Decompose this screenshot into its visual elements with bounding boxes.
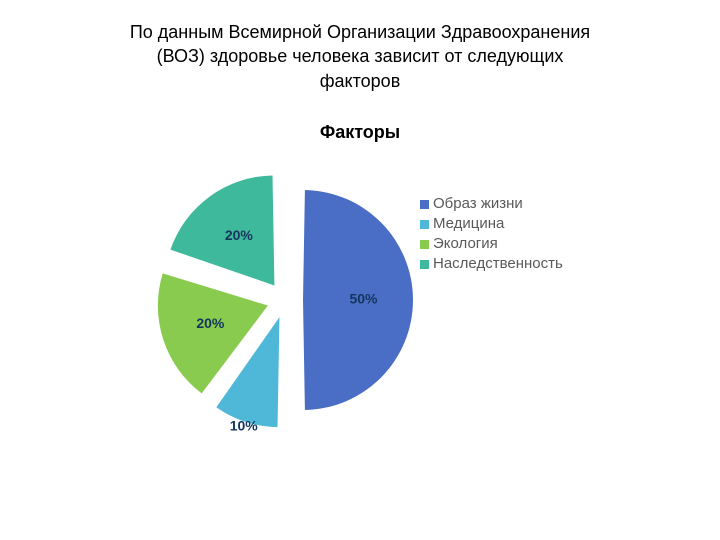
legend-swatch-0: [420, 200, 429, 209]
legend-label-3: Наследственность: [433, 255, 563, 273]
legend-item-0: Образ жизни: [420, 195, 563, 213]
pie-slice-3: [170, 175, 274, 285]
pie-label-2: 20%: [196, 315, 225, 331]
legend-item-3: Наследственность: [420, 255, 563, 273]
pie-chart: 50% 10% 20% 20%: [0, 0, 720, 540]
legend-item-1: Медицина: [420, 215, 563, 233]
legend: Образ жизни Медицина Экология Наследственно…: [420, 195, 563, 275]
legend-label-2: Экология: [433, 235, 498, 253]
pie-label-0: 50%: [349, 291, 378, 307]
legend-item-2: Экология: [420, 235, 563, 253]
pie-label-3: 20%: [225, 227, 254, 243]
legend-swatch-3: [420, 260, 429, 269]
legend-label-0: Образ жизни: [433, 195, 523, 213]
pie-label-1: 10%: [230, 418, 259, 434]
legend-swatch-2: [420, 240, 429, 249]
legend-label-1: Медицина: [433, 215, 504, 233]
page: По данным Всемирной Организации Здравоох…: [0, 0, 720, 540]
legend-swatch-1: [420, 220, 429, 229]
